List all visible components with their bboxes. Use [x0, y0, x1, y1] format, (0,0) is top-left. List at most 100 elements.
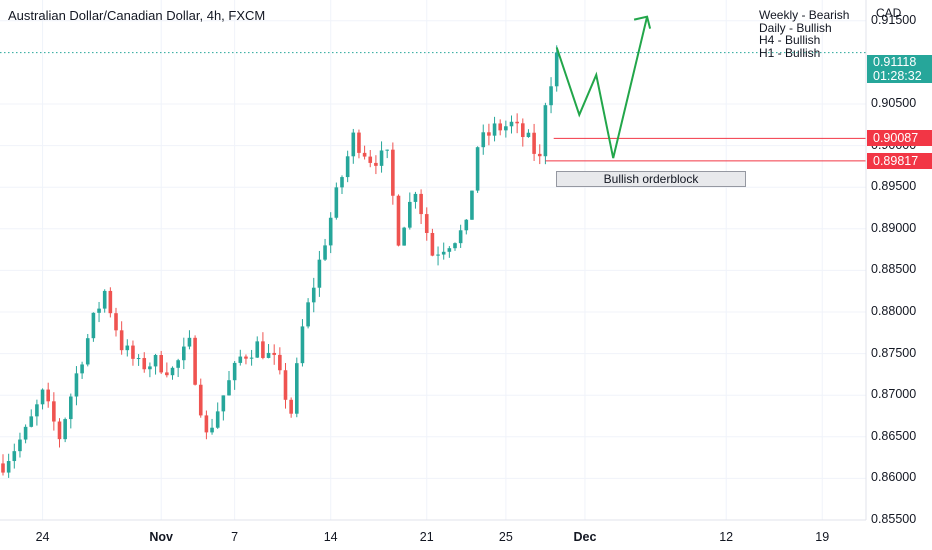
level-lines: [0, 52, 866, 162]
price-tick-label: 0.90500: [871, 96, 917, 110]
current-price-badge: 0.91118 01:28:32: [867, 55, 932, 83]
candle-body: [515, 121, 519, 124]
candle-body: [108, 290, 113, 314]
lower-level-badge: 0.89817: [867, 152, 932, 169]
candle-body: [272, 352, 276, 355]
projection-path: [555, 15, 652, 159]
orderblock-label: Bullish orderblock: [556, 171, 746, 187]
time-tick-label: 14: [323, 530, 338, 544]
candle-body: [554, 52, 559, 87]
current-price-value: 0.91118: [873, 55, 917, 69]
time-tick-label: 19: [815, 530, 830, 544]
candle-body: [159, 355, 163, 373]
candle-body: [345, 156, 350, 178]
candle-body: [464, 219, 469, 231]
candle-body: [323, 245, 327, 260]
price-tick-label: 0.91500: [871, 12, 917, 27]
projection-arrowhead: [633, 15, 652, 29]
candle-body: [85, 338, 90, 365]
candle-body: [532, 132, 536, 154]
time-tick-label: 21: [419, 530, 434, 544]
price-tick-label: 0.87500: [871, 345, 917, 360]
candle-body: [114, 313, 118, 331]
time-tick-label: 25: [498, 530, 513, 544]
candle-body: [430, 232, 435, 256]
price-tick-label: 0.86500: [871, 428, 917, 443]
candle-body: [357, 132, 361, 153]
candle-body: [266, 352, 271, 358]
candle-body: [487, 132, 491, 136]
candle-body: [18, 439, 22, 452]
candle-body: [328, 217, 333, 246]
candle-body: [424, 214, 429, 233]
candle-body: [97, 308, 101, 313]
candle-body: [526, 132, 531, 138]
candle-body: [148, 366, 152, 370]
candle-body: [306, 302, 310, 327]
candle-body: [142, 358, 147, 370]
candle-body: [334, 187, 339, 218]
time-tick-label: 12: [719, 530, 734, 544]
time-tick-label: 7: [231, 530, 239, 544]
candle-body: [187, 337, 192, 347]
candle-body: [80, 364, 84, 374]
candle-body: [441, 251, 446, 255]
candle-body: [261, 341, 265, 358]
candle-body: [351, 132, 356, 157]
candle-body: [232, 362, 237, 381]
candle-body: [498, 123, 502, 131]
candle-body: [408, 201, 412, 228]
candle-body: [57, 421, 62, 440]
upper-level-badge: 0.90087: [867, 130, 932, 147]
candle-body: [6, 461, 11, 473]
price-tick-label: 0.85500: [871, 512, 917, 526]
bias-h1: H1 - Bullish: [759, 45, 821, 60]
candle-body: [458, 230, 463, 244]
candle-body: [278, 354, 282, 371]
candle-body: [295, 363, 299, 414]
candle-body: [374, 162, 378, 166]
candle-body: [227, 380, 231, 396]
time-tick-label: Nov: [149, 530, 173, 544]
candle-body: [379, 150, 384, 166]
candle-body: [396, 195, 401, 246]
candle-body: [69, 396, 73, 420]
candle-body: [29, 416, 34, 427]
candle-body: [131, 345, 135, 359]
candle-body: [40, 389, 45, 405]
candle-body: [509, 121, 514, 127]
candle-body: [289, 399, 293, 414]
price-tick-label: 0.88000: [871, 304, 917, 318]
candle-body: [74, 373, 79, 397]
time-tick-label: 24: [35, 530, 50, 544]
candle-body: [249, 357, 254, 359]
candle-body: [12, 451, 17, 462]
candle-body: [176, 360, 180, 368]
bias-notes: Weekly - Bearish Daily - Bullish H4 - Bu…: [759, 9, 849, 59]
candle-body: [413, 193, 418, 202]
candle-body: [215, 411, 220, 428]
bias-weekly: Weekly - Bearish: [759, 8, 850, 22]
bias-h4: H4 - Bullish: [759, 33, 821, 47]
candle-body: [46, 389, 50, 402]
candle-body: [391, 149, 395, 196]
price-tick-label: 0.89000: [871, 220, 917, 235]
candle-body: [475, 147, 480, 191]
candle-body: [244, 356, 248, 359]
candle-body: [419, 193, 423, 215]
candle-body: [283, 370, 288, 400]
candle-body: [385, 149, 389, 151]
candle-body: [492, 123, 497, 136]
candle-body: [221, 395, 226, 412]
candle-body: [91, 312, 96, 339]
candle-body: [35, 404, 39, 417]
candle-body: [537, 153, 542, 157]
candle-body: [340, 177, 344, 188]
bar-countdown: 01:28:32: [873, 69, 922, 83]
candle-body: [182, 346, 186, 361]
candle-body: [543, 105, 548, 157]
candle-body: [300, 326, 305, 364]
candle-body: [521, 123, 525, 138]
candle-body: [204, 415, 209, 433]
